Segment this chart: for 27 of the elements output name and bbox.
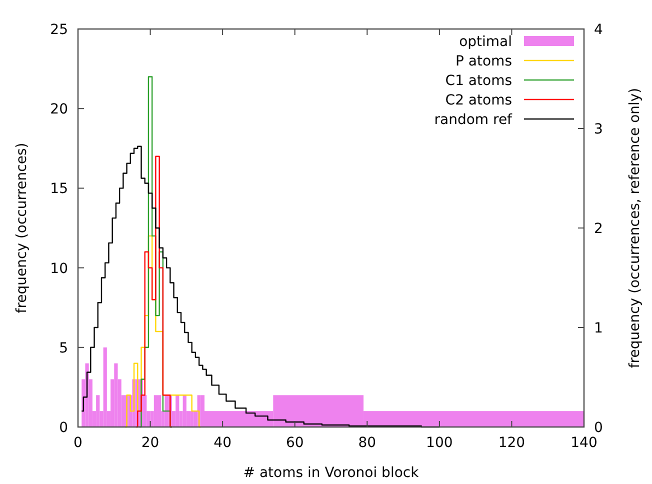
legend-label: optimal — [459, 34, 512, 50]
y2-tick-label: 1 — [594, 320, 603, 336]
x-tick-label: 60 — [286, 435, 304, 451]
x-tick-label: 20 — [141, 435, 160, 451]
x-tick-label: 140 — [570, 435, 598, 451]
y2-tick-label: 0 — [594, 420, 603, 436]
y-tick-label: 10 — [50, 260, 68, 277]
y-tick-label: 0 — [59, 420, 68, 436]
y2-tick-label: 2 — [594, 221, 603, 237]
legend-label: P atoms — [456, 54, 512, 70]
legend-label: C2 atoms — [445, 92, 512, 108]
y-tick-label: 5 — [59, 340, 68, 356]
x-tick-label: 100 — [426, 435, 453, 451]
legend-label: random ref — [434, 112, 514, 128]
y-tick-label: 25 — [50, 22, 68, 38]
x-tick-label: 40 — [214, 435, 232, 451]
y2-tick-label: 3 — [594, 122, 603, 138]
y-axis-title: frequency (occurrences) — [14, 142, 30, 314]
x-tick-label: 0 — [74, 435, 82, 451]
y2-tick-label: 4 — [594, 22, 603, 38]
y-tick-label: 15 — [50, 181, 68, 198]
y2-axis-title: frequency (occurrences, reference only) — [627, 88, 643, 368]
legend-label: C1 atoms — [445, 73, 512, 89]
x-tick-label: 120 — [498, 435, 526, 451]
y-tick-label: 20 — [50, 102, 68, 118]
x-tick-label: 80 — [358, 435, 376, 451]
x-axis-title: # atoms in Voronoi block — [243, 465, 420, 481]
